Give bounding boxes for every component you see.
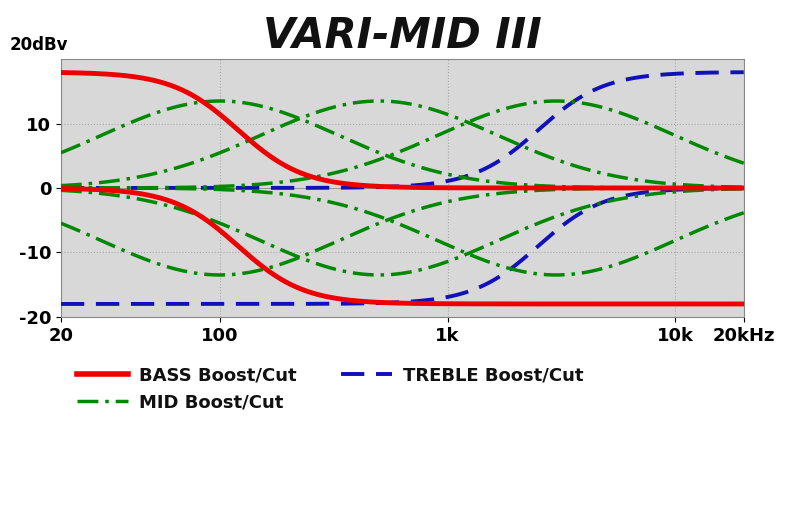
Text: 20dBv: 20dBv	[9, 36, 68, 54]
Title: VARI-MID III: VARI-MID III	[263, 15, 542, 57]
Legend: BASS Boost/Cut, MID Boost/Cut, TREBLE Boost/Cut: BASS Boost/Cut, MID Boost/Cut, TREBLE Bo…	[70, 359, 590, 419]
